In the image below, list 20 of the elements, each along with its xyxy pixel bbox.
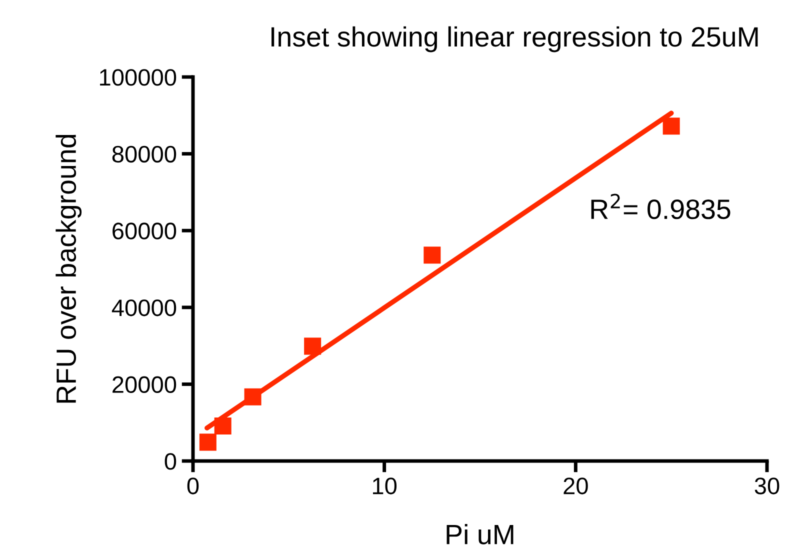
x-tick-label: 10	[373, 478, 397, 494]
point	[199, 434, 216, 451]
y-tick-label: 100000	[100, 69, 176, 86]
x-axis-title: Pi uM	[446, 524, 514, 544]
annotation: R$^{2}$= 0.9835	[591, 194, 730, 220]
point	[244, 388, 262, 406]
y-axis-title: RFU over background	[56, 134, 82, 403]
y-tick-label: 60000	[112, 222, 176, 240]
y-tick-label: 80000	[112, 146, 176, 163]
point	[304, 338, 322, 355]
point	[214, 418, 232, 435]
point	[424, 246, 441, 264]
y-tick-label: 40000	[112, 299, 176, 316]
x-tick-label: 20	[564, 478, 588, 494]
y-tick-label: 0	[164, 453, 176, 470]
x-tick-label: 30	[754, 478, 780, 494]
y-tick-label: 20000	[112, 376, 176, 393]
point	[662, 118, 680, 135]
x-tick-label: 0	[187, 478, 199, 494]
chart-title: Inset showing linear regression to 25uM	[272, 26, 758, 52]
